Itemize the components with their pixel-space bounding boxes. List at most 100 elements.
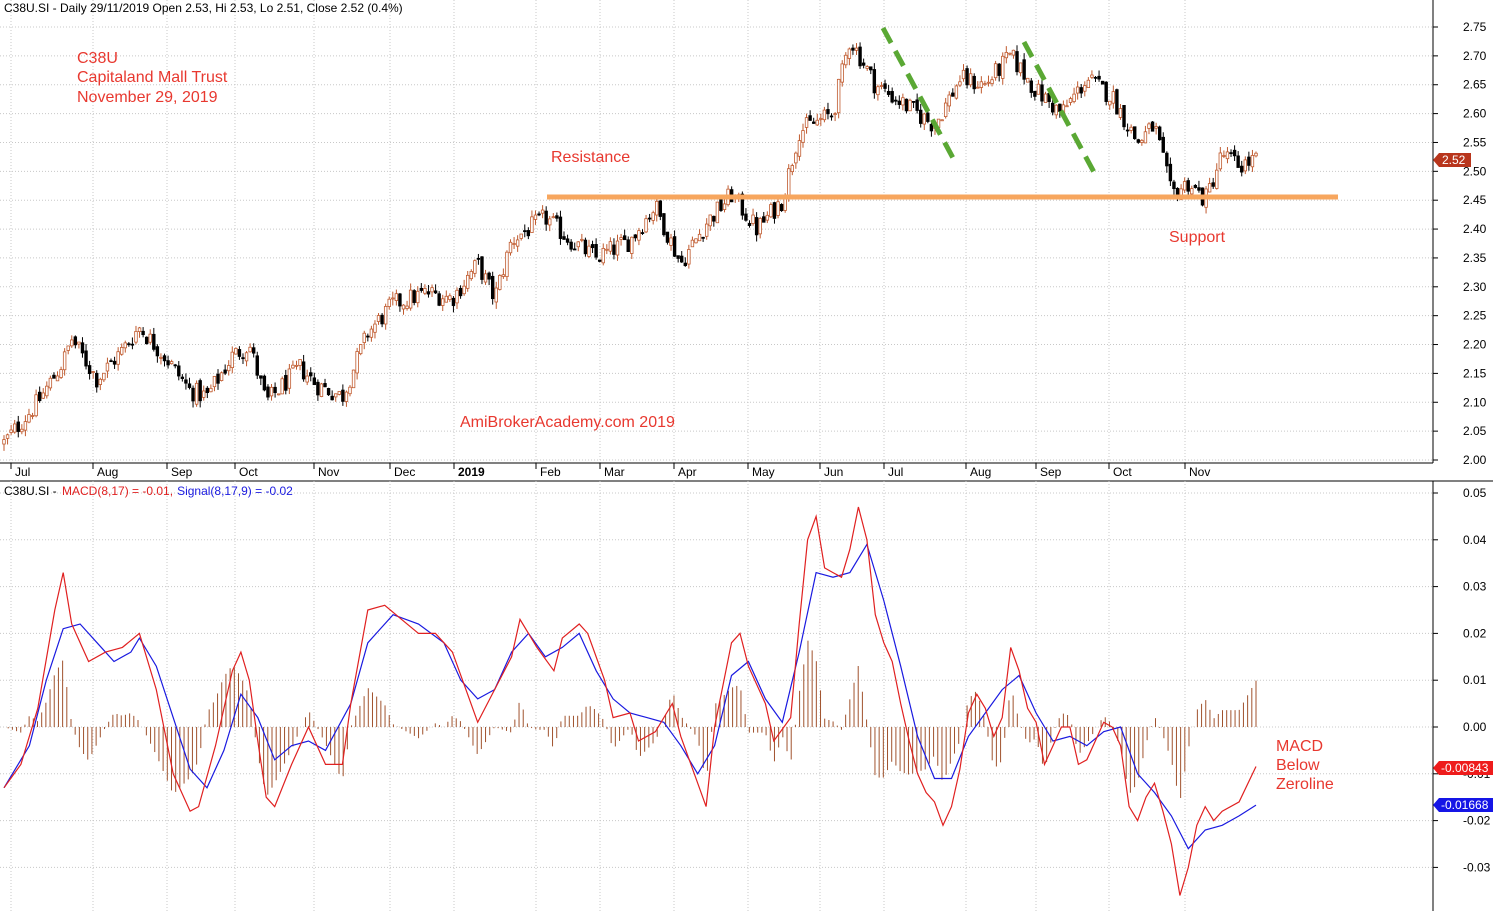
candle-body	[269, 386, 274, 397]
price-x-tick-label: Nov	[1189, 465, 1210, 479]
price-y-tick-label: 2.00	[1463, 453, 1487, 467]
candle-body	[162, 355, 167, 362]
candle-body	[779, 204, 784, 212]
candle-body	[1115, 89, 1119, 115]
candle-body	[672, 236, 677, 257]
candle-body	[619, 237, 623, 240]
macd-note-line3: Zeroline	[1276, 776, 1334, 793]
candle-body	[872, 69, 877, 94]
candle-body	[847, 48, 852, 59]
price-y-tick-label: 2.20	[1463, 338, 1487, 352]
macd-y-ticks: 0.050.040.030.020.010.00-0.01-0.02-0.03	[1433, 486, 1491, 874]
candle-body	[719, 198, 723, 211]
candle-body	[594, 244, 598, 258]
candle-body	[430, 287, 434, 293]
candle-body	[5, 434, 10, 439]
price-x-tick-label: Oct	[239, 465, 258, 479]
candle-body	[622, 235, 627, 241]
macd-y-tick-label: 0.03	[1463, 580, 1487, 594]
candle-body	[919, 109, 923, 124]
candle-body	[1165, 152, 1169, 167]
candle-body	[1100, 80, 1105, 85]
candle-body	[312, 377, 317, 386]
candle-body	[1022, 59, 1026, 80]
candle-body	[120, 347, 124, 355]
candle-body	[1058, 103, 1062, 112]
candle-body	[804, 117, 809, 128]
candle-body	[1182, 181, 1187, 191]
candle-body	[590, 244, 595, 249]
candle-body	[808, 115, 812, 121]
price-y-tick-label: 2.05	[1463, 424, 1487, 438]
candle-body	[244, 352, 249, 362]
price-y-tick-label: 2.10	[1463, 395, 1487, 409]
candle-body	[291, 364, 295, 369]
candle-body	[123, 342, 127, 349]
candle-body	[1207, 183, 1212, 193]
candle-body	[1001, 55, 1005, 79]
candle-body	[861, 62, 866, 66]
candle-body	[687, 249, 691, 265]
candle-body	[612, 244, 616, 255]
price-x-tick-label: Oct	[1113, 465, 1132, 479]
candle-body	[373, 323, 377, 333]
candle-body	[701, 236, 705, 239]
candle-body	[540, 209, 545, 214]
candle-body	[259, 375, 263, 379]
candle-body	[1054, 104, 1058, 116]
candle-body	[854, 47, 859, 51]
candle-body	[1225, 151, 1230, 160]
price-x-tick-label: Apr	[678, 465, 697, 479]
candle-body	[466, 274, 470, 289]
candle-body	[819, 118, 823, 120]
candle-body	[273, 386, 277, 394]
candle-body	[1211, 182, 1215, 187]
candle-body	[751, 214, 755, 224]
candle-body	[1232, 149, 1237, 157]
candle-body	[747, 223, 752, 226]
price-x-tick-label: Jun	[824, 465, 843, 479]
candle-body	[615, 240, 620, 256]
candle-body	[869, 66, 873, 71]
candle-body	[80, 342, 85, 354]
macd-y-tick-label: -0.03	[1463, 860, 1491, 874]
candle-body	[70, 339, 74, 347]
candle-body	[248, 346, 252, 353]
candle-body	[769, 204, 773, 218]
candle-body	[879, 85, 884, 87]
candle-body	[633, 234, 638, 239]
candle-body	[576, 241, 580, 248]
candle-body	[548, 218, 552, 226]
price-x-tick-label: Jul	[888, 465, 903, 479]
macd-badge: -0.00843	[1433, 761, 1493, 775]
candle-body	[1040, 84, 1044, 102]
candle-body	[583, 239, 588, 255]
price-x-tick-label: Mar	[604, 465, 625, 479]
candle-body	[1154, 126, 1158, 129]
candle-body	[305, 375, 309, 383]
candle-body	[298, 359, 302, 367]
candle-body	[665, 231, 670, 243]
candle-body	[790, 165, 794, 173]
candle-body	[316, 381, 320, 396]
candle-body	[16, 421, 20, 432]
candle-body	[840, 63, 844, 83]
candle-body	[826, 109, 830, 115]
candle-body	[234, 347, 238, 355]
candle-body	[205, 387, 210, 394]
candle-body	[811, 121, 816, 124]
candle-body	[137, 327, 142, 333]
candle-body	[458, 287, 463, 297]
price-y-tick-label: 2.30	[1463, 280, 1487, 294]
candle-body	[1172, 181, 1176, 190]
price-x-tick-label: Dec	[394, 465, 415, 479]
candle-body	[1036, 83, 1041, 95]
candle-body	[644, 218, 648, 233]
price-y-tick-label: 2.50	[1463, 164, 1487, 178]
price-y-tick-label: 2.25	[1463, 309, 1487, 323]
candle-body	[1215, 169, 1219, 189]
candle-body	[911, 101, 916, 103]
candle-body	[526, 230, 531, 237]
candle-body	[1083, 85, 1087, 92]
